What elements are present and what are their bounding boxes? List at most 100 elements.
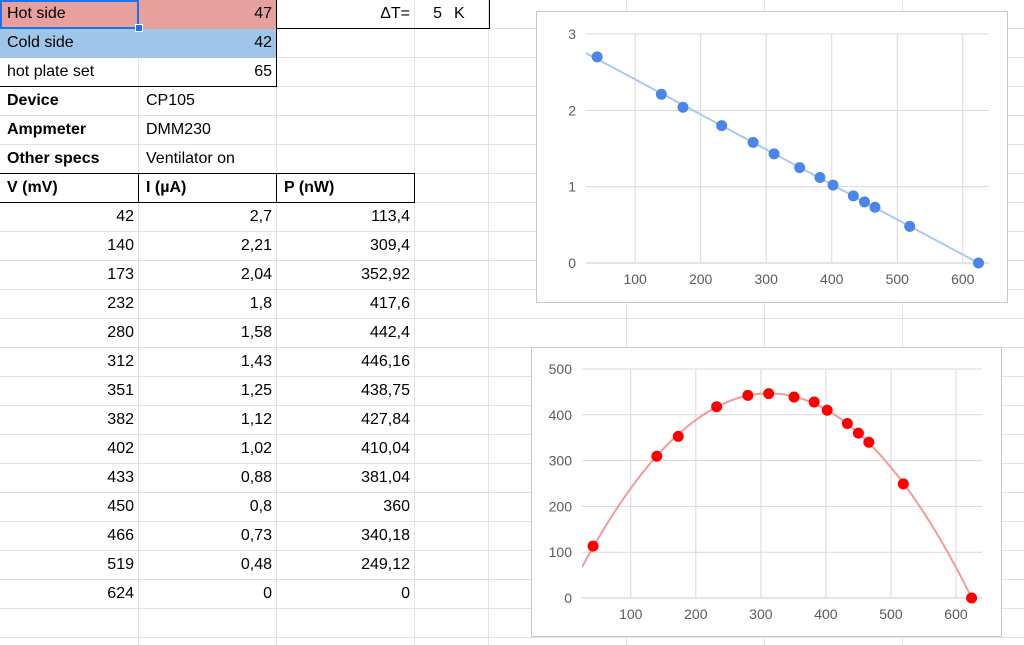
other-specs-value[interactable]: Ventilator on bbox=[146, 150, 235, 167]
delta-t-unit[interactable]: K bbox=[454, 5, 465, 22]
hot-side-label[interactable]: Hot side bbox=[7, 5, 66, 22]
x-tick-label: 200 bbox=[684, 606, 708, 622]
power-cell[interactable]: 309,4 bbox=[369, 237, 410, 254]
data-point bbox=[863, 436, 875, 448]
device-value[interactable]: CP105 bbox=[146, 92, 195, 109]
x-tick-label: 200 bbox=[689, 271, 713, 287]
delta-t-label[interactable]: ΔT= bbox=[380, 5, 410, 22]
delta-border-right bbox=[489, 0, 490, 29]
delta-t-value[interactable]: 5 bbox=[433, 5, 442, 22]
selection-fill-handle[interactable] bbox=[135, 24, 143, 32]
data-point bbox=[869, 201, 881, 213]
block-border-bottom bbox=[0, 86, 277, 87]
x-tick-label: 100 bbox=[623, 271, 647, 287]
power-cell[interactable]: 360 bbox=[383, 498, 410, 515]
current-cell[interactable]: 1,12 bbox=[240, 411, 272, 428]
current-cell[interactable]: 1,25 bbox=[240, 382, 272, 399]
data-point bbox=[591, 51, 603, 63]
other-specs-label[interactable]: Other specs bbox=[7, 150, 100, 167]
ampmeter-label[interactable]: Ampmeter bbox=[7, 121, 87, 138]
power-cell[interactable]: 438,75 bbox=[361, 382, 410, 399]
data-point bbox=[747, 136, 759, 148]
voltage-cell[interactable]: 280 bbox=[107, 324, 134, 341]
current-cell[interactable]: 1,58 bbox=[240, 324, 272, 341]
data-point bbox=[711, 401, 723, 413]
power-cell[interactable]: 446,16 bbox=[361, 353, 410, 370]
voltage-cell[interactable]: 42 bbox=[116, 208, 134, 225]
power-cell[interactable]: 442,4 bbox=[369, 324, 410, 341]
header-power[interactable]: P (nW) bbox=[284, 179, 335, 196]
voltage-cell[interactable]: 351 bbox=[107, 382, 134, 399]
header-current[interactable]: I (µA) bbox=[146, 179, 187, 196]
data-point bbox=[655, 88, 667, 100]
delta-border-bottom bbox=[277, 28, 490, 29]
current-cell[interactable]: 2,21 bbox=[240, 237, 272, 254]
current-cell[interactable]: 1,8 bbox=[249, 295, 272, 312]
data-point bbox=[808, 396, 820, 408]
y-tick-label: 200 bbox=[549, 498, 573, 514]
current-cell[interactable]: 0,73 bbox=[240, 527, 272, 544]
y-tick-label: 1 bbox=[568, 179, 576, 195]
current-cell[interactable]: 1,43 bbox=[240, 353, 272, 370]
data-point bbox=[716, 120, 728, 132]
data-point bbox=[897, 478, 909, 490]
power-vs-voltage-chart[interactable]: 0 100 200 300 400 500 100 200 300 400 500 600 bbox=[531, 347, 1002, 637]
hot-plate-value[interactable]: 65 bbox=[254, 63, 272, 80]
cold-side-fill bbox=[0, 29, 277, 58]
voltage-cell[interactable]: 382 bbox=[107, 411, 134, 428]
power-cell[interactable]: 427,84 bbox=[361, 411, 410, 428]
voltage-cell[interactable]: 450 bbox=[107, 498, 134, 515]
current-cell[interactable]: 2,7 bbox=[249, 208, 272, 225]
cold-side-value[interactable]: 42 bbox=[254, 34, 272, 51]
data-point bbox=[904, 220, 916, 232]
data-point bbox=[821, 404, 833, 416]
power-cell[interactable]: 0 bbox=[401, 585, 410, 602]
ampmeter-value[interactable]: DMM230 bbox=[146, 121, 211, 138]
trendline bbox=[582, 392, 973, 598]
current-cell[interactable]: 2,04 bbox=[240, 266, 272, 283]
cell-selection[interactable] bbox=[0, 0, 139, 29]
hot-plate-label[interactable]: hot plate set bbox=[7, 63, 95, 80]
y-tick-label: 3 bbox=[568, 26, 576, 42]
power-cell[interactable]: 417,6 bbox=[369, 295, 410, 312]
data-point bbox=[973, 257, 985, 269]
current-cell[interactable]: 0,8 bbox=[249, 498, 272, 515]
data-point bbox=[852, 427, 864, 439]
header-divider-1 bbox=[138, 174, 139, 203]
voltage-cell[interactable]: 312 bbox=[107, 353, 134, 370]
hot-side-value[interactable]: 47 bbox=[254, 5, 272, 22]
current-cell[interactable]: 1,02 bbox=[240, 440, 272, 457]
power-cell[interactable]: 410,04 bbox=[361, 440, 410, 457]
power-cell[interactable]: 381,04 bbox=[361, 469, 410, 486]
data-point bbox=[814, 172, 826, 184]
cold-side-label[interactable]: Cold side bbox=[7, 34, 74, 51]
header-voltage[interactable]: V (mV) bbox=[7, 179, 58, 196]
voltage-cell[interactable]: 173 bbox=[107, 266, 134, 283]
voltage-cell[interactable]: 519 bbox=[107, 556, 134, 573]
voltage-cell[interactable]: 433 bbox=[107, 469, 134, 486]
voltage-cell[interactable]: 140 bbox=[107, 237, 134, 254]
data-point bbox=[794, 162, 806, 174]
voltage-cell[interactable]: 624 bbox=[107, 585, 134, 602]
power-cell[interactable]: 113,4 bbox=[371, 208, 410, 225]
current-cell[interactable]: 0,88 bbox=[240, 469, 272, 486]
voltage-cell[interactable]: 232 bbox=[107, 295, 134, 312]
device-label[interactable]: Device bbox=[7, 92, 59, 109]
x-tick-label: 600 bbox=[944, 606, 968, 622]
power-cell[interactable]: 352,92 bbox=[361, 266, 410, 283]
voltage-cell[interactable]: 402 bbox=[107, 440, 134, 457]
current-cell[interactable]: 0 bbox=[263, 585, 272, 602]
current-vs-voltage-chart[interactable]: 0 1 2 3 100 200 300 400 500 600 bbox=[536, 11, 1008, 303]
power-cell[interactable]: 340,18 bbox=[361, 527, 410, 544]
y-tick-label: 500 bbox=[549, 361, 573, 377]
x-tick-label: 400 bbox=[814, 606, 838, 622]
x-tick-label: 600 bbox=[951, 271, 975, 287]
data-point bbox=[788, 391, 800, 403]
voltage-cell[interactable]: 466 bbox=[107, 527, 134, 544]
data-point bbox=[827, 179, 839, 191]
current-cell[interactable]: 0,48 bbox=[240, 556, 272, 573]
y-tick-label: 0 bbox=[564, 590, 572, 606]
header-divider-2 bbox=[276, 174, 277, 203]
x-tick-label: 500 bbox=[879, 606, 903, 622]
power-cell[interactable]: 249,12 bbox=[361, 556, 410, 573]
